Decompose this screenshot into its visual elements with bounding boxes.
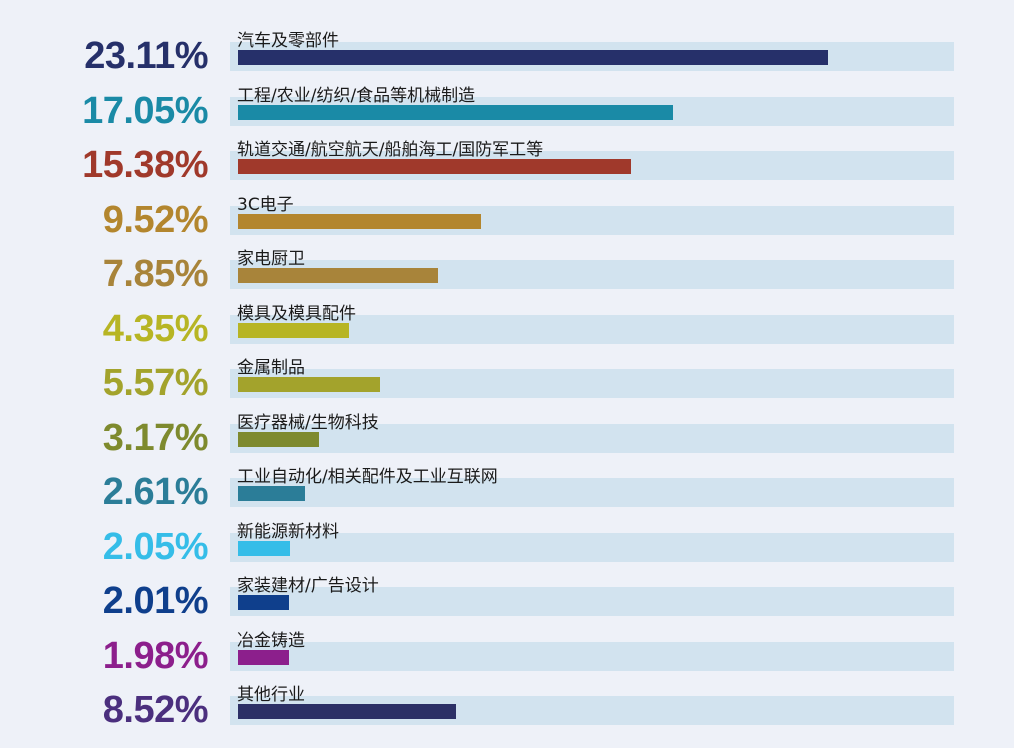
bar-row: 17.05% 工程/农业/纺织/食品等机械制造: [0, 85, 1014, 141]
value-label: 7.85%: [102, 253, 209, 295]
bar: [238, 104, 674, 120]
category-label: 工程/农业/纺织/食品等机械制造: [237, 85, 476, 106]
bar: [238, 268, 439, 283]
category-label: 模具及模具配件: [237, 303, 356, 324]
bar-track: [230, 423, 954, 453]
category-label: 新能源新材料: [237, 521, 339, 542]
bar-track: [230, 532, 954, 562]
category-label: 家电厨卫: [237, 249, 305, 269]
value-label: 5.57%: [102, 362, 209, 404]
bar: [238, 704, 456, 719]
bar-row: 2.01% 家装建材/广告设计: [0, 575, 1014, 631]
bar-row: 23.11% 汽车及零部件: [0, 30, 1014, 86]
value-label: 1.98%: [102, 634, 209, 677]
bar-row: 2.05% 新能源新材料: [0, 521, 1014, 577]
bar-track: [230, 478, 954, 507]
bar: [238, 213, 482, 229]
category-label: 家装建材/广告设计: [237, 576, 379, 596]
bar-row: 7.85% 家电厨卫: [0, 248, 1014, 304]
value-label: 4.35%: [102, 307, 209, 350]
value-label: 2.01%: [102, 580, 209, 622]
bar: [238, 50, 829, 65]
bar: [238, 377, 381, 392]
bar-row: 8.52% 其他行业: [0, 684, 1014, 740]
category-label: 工业自动化/相关配件及工业互联网: [237, 467, 498, 487]
bar-row: 3.17% 医疗器械/生物科技: [0, 412, 1014, 468]
value-label: 23.11%: [84, 35, 208, 77]
bar-row: 9.52% 3C电子: [0, 194, 1014, 250]
bar-row: 2.61% 工业自动化/相关配件及工业互联网: [0, 466, 1014, 522]
category-label: 其他行业: [237, 685, 305, 705]
bar-track: [230, 314, 954, 344]
value-label: 17.05%: [82, 89, 208, 132]
value-label: 8.52%: [102, 689, 209, 731]
category-label: 医疗器械/生物科技: [237, 412, 379, 433]
category-label: 3C电子: [237, 194, 294, 215]
value-label: 2.61%: [102, 471, 209, 513]
value-label: 3.17%: [102, 416, 209, 459]
value-label: 2.05%: [102, 525, 209, 568]
bar: [238, 322, 350, 338]
bar-track: [230, 641, 954, 671]
bar: [238, 649, 289, 665]
bar-row: 4.35% 模具及模具配件: [0, 303, 1014, 359]
bar: [238, 595, 290, 610]
category-label: 金属制品: [237, 358, 305, 378]
category-label: 轨道交通/航空航天/船舶海工/国防军工等: [237, 140, 544, 160]
bar-row: 1.98% 冶金铸造: [0, 630, 1014, 686]
bar: [238, 431, 319, 447]
bar-row: 15.38% 轨道交通/航空航天/船舶海工/国防军工等: [0, 139, 1014, 195]
bar-track: [230, 587, 954, 616]
value-label: 9.52%: [102, 198, 209, 241]
bar: [238, 540, 291, 556]
bar: [238, 486, 305, 501]
bar: [238, 159, 631, 174]
category-label: 汽车及零部件: [237, 31, 339, 51]
bar-row: 5.57% 金属制品: [0, 357, 1014, 413]
value-label: 15.38%: [82, 144, 208, 186]
category-label: 冶金铸造: [237, 630, 305, 651]
